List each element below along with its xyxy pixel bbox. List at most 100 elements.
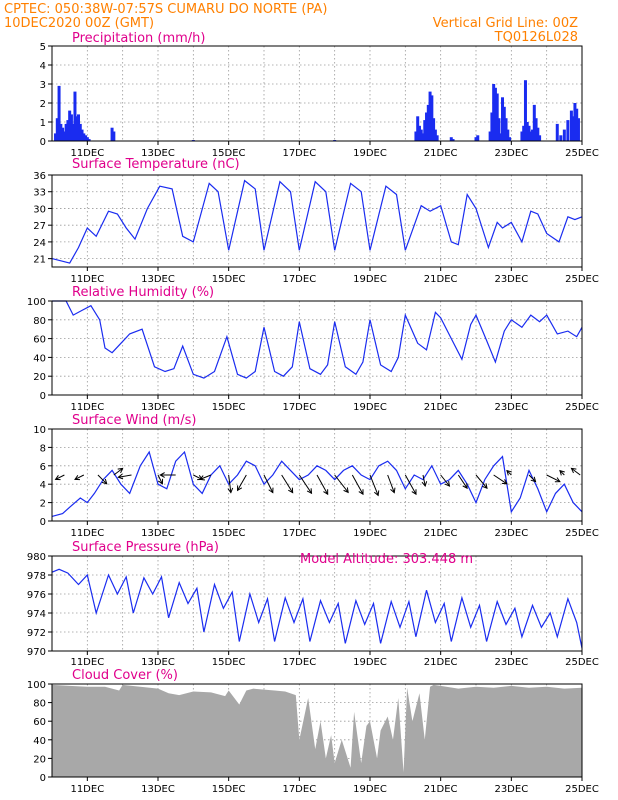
surface-pressure-ytick-label: 978 xyxy=(27,571,46,582)
precipitation-bar xyxy=(416,116,420,141)
precipitation-bar xyxy=(110,127,114,141)
precipitation-bar xyxy=(569,110,573,141)
surface-wind-xtick-label: 23DEC xyxy=(494,528,528,539)
wind-vector-arrow xyxy=(570,467,581,476)
cloud-cover-frame xyxy=(51,683,583,778)
precipitation-xtick-label: 15DEC xyxy=(212,148,246,159)
precipitation-bar xyxy=(527,125,531,141)
surface-wind-xtick-label: 21DEC xyxy=(424,528,458,539)
surface-pressure-panel: 970 972 974 976 978 980 11DEC 13DEC 15DEC 17DEC 19… xyxy=(27,540,599,668)
surface-pressure-xtick-label: 21DEC xyxy=(424,657,458,668)
wind-vector-head xyxy=(506,469,512,476)
surface-pressure-xtick-label: 19DEC xyxy=(353,657,387,668)
wind-vector-shaft xyxy=(298,474,312,494)
precipitation-bar xyxy=(57,85,61,141)
surface-temperature-xtick-label: 11DEC xyxy=(70,274,104,285)
surface-pressure-ytick-label: 974 xyxy=(27,609,46,620)
wind-vector-arrow xyxy=(369,474,380,497)
cloud-cover-xtick-label: 21DEC xyxy=(424,784,458,795)
relative-humidity-ytick-label: 100 xyxy=(27,297,46,308)
cloud-cover-ytick-label: 100 xyxy=(27,680,46,691)
wind-vector-head xyxy=(288,487,294,494)
precipitation-bar xyxy=(80,129,84,141)
precipitation-bar xyxy=(59,123,63,141)
precipitation-bar xyxy=(414,131,418,141)
precipitation-bar xyxy=(502,106,506,141)
wind-vector-shaft xyxy=(55,474,65,480)
wind-vector-shaft xyxy=(440,474,450,487)
precipitation-bar xyxy=(69,114,73,141)
precipitation-bar xyxy=(532,104,536,141)
relative-humidity-ytick-label: 20 xyxy=(33,372,46,383)
precipitation-bar xyxy=(506,129,510,141)
precipitation-bar xyxy=(451,139,455,141)
wind-vector-shaft xyxy=(228,474,232,493)
wind-vector-arrow xyxy=(351,474,364,496)
precipitation-bar xyxy=(490,112,494,141)
relative-humidity-ytick-label: 0 xyxy=(40,391,46,402)
header: CPTEC: 050:38W-07:57S CUMARU DO NORTE (P… xyxy=(4,2,578,45)
precipitation-bar xyxy=(522,125,526,141)
surface-wind-xtick-label: 17DEC xyxy=(282,528,316,539)
cloud-cover-xtick-label: 23DEC xyxy=(494,784,528,795)
precipitation-frame xyxy=(51,45,583,142)
surface-pressure-series-line xyxy=(51,568,583,649)
precipitation-ytick-label: 5 xyxy=(40,42,46,53)
wind-vector-arrow xyxy=(404,474,417,496)
wind-vector-shaft xyxy=(113,467,123,476)
surface-pressure-title: Surface Pressure (hPa) xyxy=(72,540,219,555)
wind-vector-arrow xyxy=(97,474,108,485)
surface-temperature-xtick-label: 25DEC xyxy=(565,274,599,285)
surface-pressure-xtick-label: 13DEC xyxy=(141,657,175,668)
surface-wind-ytick-label: 10 xyxy=(33,425,46,436)
wind-vector-arrow xyxy=(316,474,329,496)
precipitation-bar xyxy=(559,135,563,141)
surface-pressure-xtick-label: 23DEC xyxy=(494,657,528,668)
surface-temperature-xtick-label: 15DEC xyxy=(212,274,246,285)
wind-vector-arrow xyxy=(506,469,512,476)
relative-humidity-title: Relative Humidity (%) xyxy=(72,285,214,300)
precipitation-bar xyxy=(449,137,453,141)
precipitation-bar xyxy=(520,131,524,141)
wind-vector-shaft xyxy=(369,474,379,496)
precipitation-bar xyxy=(488,131,492,141)
wind-vector-shaft xyxy=(457,474,468,489)
cloud-cover-ytick-label: 60 xyxy=(33,717,46,728)
relative-humidity-xtick-label: 17DEC xyxy=(282,402,316,413)
header-date: 10DEC2020 00Z (GMT) xyxy=(4,16,154,31)
wind-vector-shaft xyxy=(97,474,108,485)
cloud-cover-title: Cloud Cover (%) xyxy=(72,668,178,683)
relative-humidity-panel: 0 20 40 60 80 100 11DEC 13DEC 15DEC 17DEC 19DEC 21D… xyxy=(27,285,599,413)
precipitation-bar xyxy=(523,80,527,141)
wind-vector-head xyxy=(390,487,396,494)
surface-wind-frame xyxy=(51,428,583,522)
precipitation-bar xyxy=(54,133,58,141)
surface-temperature-panel: 21 24 27 30 33 36 11DEC 13DEC 15DEC 17DEC 19DEC 21D… xyxy=(33,157,599,285)
wind-vector-arrow xyxy=(334,474,349,494)
surface-pressure-xtick-label: 25DEC xyxy=(565,657,599,668)
precipitation-xtick-label: 13DEC xyxy=(141,148,175,159)
panels: 0 1 2 3 4 5 11DEC 13DEC 15DEC 17DEC 19DEC 21DEC 23DE… xyxy=(27,31,599,795)
surface-wind-xtick-label: 15DEC xyxy=(212,528,246,539)
wind-vector-shaft xyxy=(528,474,536,482)
cloud-cover-ytick-label: 0 xyxy=(40,773,46,784)
wind-vector-shaft xyxy=(281,474,294,493)
wind-vector-arrow xyxy=(159,472,176,478)
surface-temperature-ytick-label: 24 xyxy=(33,238,46,249)
precipitation-ytick-label: 2 xyxy=(40,99,46,110)
wind-vector-head xyxy=(54,475,61,481)
precipitation-bar xyxy=(476,135,480,141)
wind-vector-arrow xyxy=(74,474,85,481)
wind-vector-head xyxy=(411,489,417,496)
relative-humidity-series-line xyxy=(52,300,583,379)
precipitation-bar xyxy=(575,108,579,141)
wind-vector-arrow xyxy=(421,474,428,488)
cloud-cover-ytick-label: 20 xyxy=(33,754,46,765)
cloud-cover-ytick-label: 40 xyxy=(33,736,46,747)
surface-wind-series-line xyxy=(51,450,583,517)
wind-vector-arrow xyxy=(113,467,124,476)
surface-wind-ytick-label: 4 xyxy=(40,480,46,491)
precipitation-bar xyxy=(433,129,437,141)
wind-vector-head xyxy=(237,485,243,492)
precipitation-bar xyxy=(493,87,497,141)
